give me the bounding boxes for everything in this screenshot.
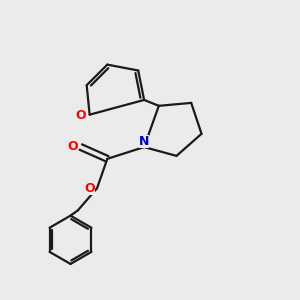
Text: O: O — [84, 182, 95, 195]
Text: O: O — [67, 140, 78, 153]
Text: O: O — [76, 109, 86, 122]
Text: N: N — [139, 135, 149, 148]
